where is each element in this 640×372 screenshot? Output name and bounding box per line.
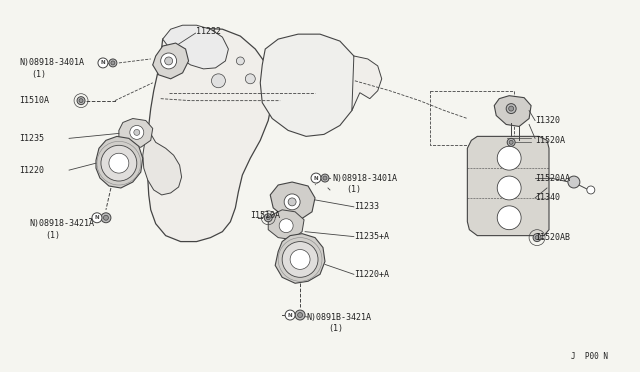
Polygon shape	[260, 34, 360, 137]
Text: (1): (1)	[346, 186, 361, 195]
Polygon shape	[153, 43, 189, 79]
Circle shape	[535, 235, 539, 240]
Text: N)08918-3401A: N)08918-3401A	[332, 174, 397, 183]
Text: J  P00 N: J P00 N	[571, 352, 608, 361]
Text: I1320: I1320	[535, 116, 560, 125]
Circle shape	[101, 145, 137, 181]
Circle shape	[509, 140, 513, 144]
Circle shape	[266, 216, 270, 220]
Text: I1235+A: I1235+A	[354, 232, 389, 241]
Polygon shape	[143, 131, 182, 195]
Circle shape	[245, 74, 255, 84]
Text: N: N	[95, 215, 99, 220]
Polygon shape	[494, 96, 531, 126]
Circle shape	[288, 198, 296, 206]
Text: I1233: I1233	[354, 202, 379, 211]
Text: I1520AB: I1520AB	[535, 233, 570, 242]
Circle shape	[284, 194, 300, 210]
Circle shape	[587, 186, 595, 194]
Text: (1): (1)	[328, 324, 343, 333]
Circle shape	[134, 129, 140, 135]
Circle shape	[497, 146, 521, 170]
Polygon shape	[163, 25, 228, 69]
Text: (1): (1)	[31, 70, 46, 79]
Polygon shape	[119, 119, 153, 147]
Circle shape	[130, 125, 144, 140]
Text: I1520AA: I1520AA	[535, 174, 570, 183]
Circle shape	[497, 176, 521, 200]
Text: N)08918-3421A: N)08918-3421A	[29, 219, 94, 228]
Text: N)08918-3401A: N)08918-3401A	[19, 58, 84, 67]
Circle shape	[290, 250, 310, 269]
Text: I1510A: I1510A	[250, 211, 280, 220]
Polygon shape	[270, 182, 315, 220]
Text: I1220: I1220	[19, 166, 44, 174]
Circle shape	[98, 58, 108, 68]
Circle shape	[282, 241, 318, 277]
Circle shape	[507, 138, 515, 146]
Text: I1520A: I1520A	[535, 136, 565, 145]
Circle shape	[509, 106, 514, 111]
Polygon shape	[148, 28, 272, 241]
Circle shape	[279, 219, 293, 232]
Circle shape	[285, 310, 295, 320]
Polygon shape	[467, 137, 549, 235]
Circle shape	[79, 99, 83, 103]
Text: N: N	[288, 312, 292, 318]
Text: I1220+A: I1220+A	[354, 270, 389, 279]
Circle shape	[323, 176, 327, 180]
Circle shape	[104, 215, 108, 220]
Polygon shape	[352, 56, 381, 110]
Text: N)0891B-3421A: N)0891B-3421A	[306, 312, 371, 321]
Circle shape	[497, 206, 521, 230]
Circle shape	[211, 74, 225, 88]
Text: 11232: 11232	[196, 27, 221, 36]
Circle shape	[506, 104, 516, 113]
Circle shape	[92, 213, 102, 223]
Text: I1340: I1340	[535, 193, 560, 202]
Circle shape	[111, 61, 115, 65]
Circle shape	[101, 213, 111, 223]
Circle shape	[164, 57, 173, 65]
Text: I1235: I1235	[19, 134, 44, 143]
Circle shape	[321, 174, 329, 182]
Polygon shape	[268, 210, 304, 240]
Circle shape	[264, 214, 272, 222]
Circle shape	[109, 153, 129, 173]
Text: N: N	[314, 176, 318, 180]
Circle shape	[298, 312, 303, 318]
Circle shape	[236, 57, 244, 65]
Circle shape	[161, 53, 177, 69]
Circle shape	[295, 310, 305, 320]
Polygon shape	[96, 137, 143, 188]
Circle shape	[533, 234, 541, 241]
Circle shape	[77, 97, 85, 105]
Circle shape	[568, 176, 580, 188]
Circle shape	[311, 173, 321, 183]
Circle shape	[109, 59, 117, 67]
Text: N: N	[100, 60, 105, 65]
Polygon shape	[275, 234, 325, 283]
Text: (1): (1)	[45, 231, 60, 240]
Text: I1510A: I1510A	[19, 96, 49, 105]
